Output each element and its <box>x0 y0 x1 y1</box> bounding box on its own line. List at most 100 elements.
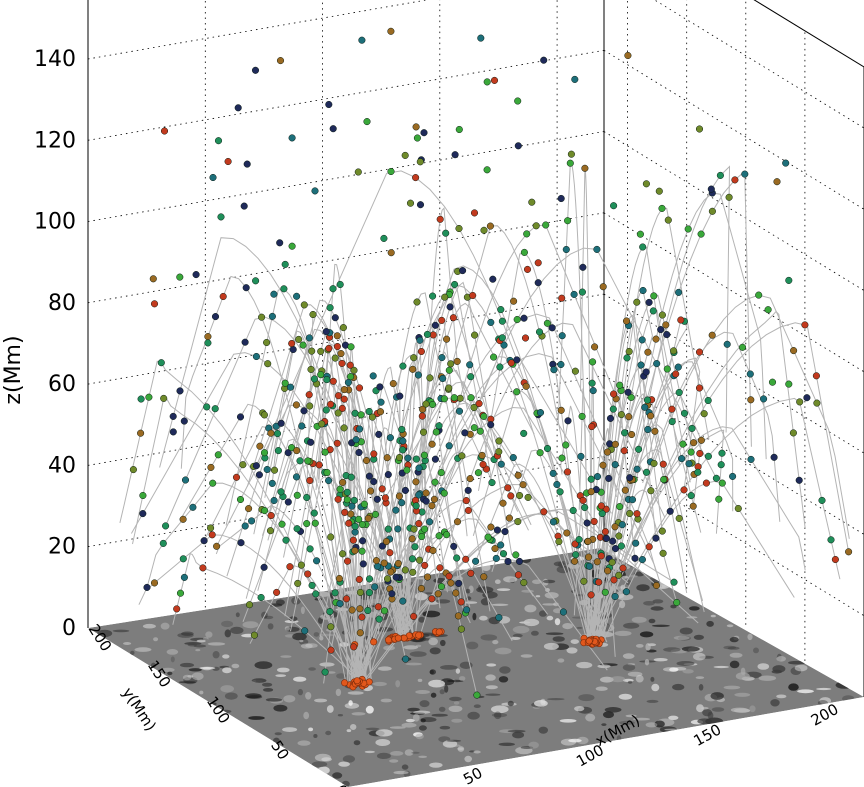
data-point <box>675 388 683 397</box>
data-point <box>649 307 657 315</box>
magnetogram-patch <box>545 632 564 635</box>
magnetogram-patch <box>630 564 645 568</box>
magnetogram-patch <box>459 676 466 681</box>
magnetogram-patch <box>285 626 300 632</box>
data-point <box>443 335 451 343</box>
magnetogram-patch <box>313 734 318 738</box>
box-edge <box>753 0 864 68</box>
data-point <box>429 400 437 409</box>
data-point <box>417 347 425 356</box>
data-point <box>176 589 185 597</box>
magnetogram-patch <box>623 622 640 629</box>
data-point <box>543 444 552 453</box>
magnetogram-patch <box>411 751 420 754</box>
data-point <box>419 428 428 436</box>
data-point <box>326 304 334 312</box>
data-point <box>652 534 660 542</box>
data-point <box>383 454 391 462</box>
data-point <box>415 491 423 499</box>
magnetogram-patch <box>636 584 650 592</box>
data-point <box>376 408 385 416</box>
data-point <box>628 496 637 504</box>
data-point <box>575 536 583 544</box>
data-point <box>731 176 739 184</box>
magnetogram-patch <box>512 731 525 739</box>
data-point <box>658 204 666 212</box>
magnetogram-patch <box>348 700 353 706</box>
magnetogram-patch <box>313 632 320 637</box>
magnetogram-patch <box>403 770 411 777</box>
data-point <box>694 468 702 476</box>
data-point <box>348 606 356 614</box>
data-point <box>204 333 212 341</box>
data-point <box>396 392 404 400</box>
data-point <box>641 403 649 411</box>
magnetogram-patch <box>265 698 283 702</box>
magnetogram-patch <box>457 746 465 752</box>
magnetogram-patch <box>538 726 548 734</box>
data-point <box>149 275 157 283</box>
data-point <box>377 398 385 406</box>
data-point <box>495 614 503 622</box>
data-point <box>273 588 281 596</box>
data-point <box>663 331 671 339</box>
magnetogram-patch <box>651 683 660 692</box>
magnetogram-patch <box>695 676 705 679</box>
data-point <box>564 417 572 425</box>
data-point <box>611 461 619 469</box>
magnetogram-patch <box>622 653 635 659</box>
data-point <box>534 259 542 267</box>
z-tick-label: 140 <box>34 47 76 72</box>
data-point <box>474 469 482 477</box>
grid-line <box>87 0 429 60</box>
magnetogram-patch <box>639 631 654 638</box>
data-point <box>513 315 521 324</box>
data-point <box>431 455 439 463</box>
data-point <box>673 598 681 607</box>
data-point <box>204 339 212 347</box>
magnetogram-patch <box>389 759 399 763</box>
magnetogram-patch <box>112 629 130 633</box>
magnetogram-patch <box>479 615 488 621</box>
data-point <box>432 428 440 436</box>
magnetogram-patch <box>439 725 451 730</box>
data-point <box>831 555 839 564</box>
data-point <box>589 387 597 395</box>
magnetogram-patch <box>444 685 449 693</box>
magnetogram-patch <box>618 693 633 700</box>
data-point <box>179 515 187 523</box>
data-point <box>334 409 342 417</box>
magnetogram-patch <box>465 588 471 594</box>
magnetogram-patch <box>311 761 328 768</box>
magnetogram-patch <box>663 647 681 652</box>
magnetogram-patch <box>503 576 518 583</box>
magnetogram-patch <box>314 753 331 762</box>
magnetogram-patch <box>729 636 739 643</box>
data-point <box>618 521 626 529</box>
data-point <box>470 209 479 217</box>
y-axis-title: y(Mm) <box>119 684 160 734</box>
magnetogram-patch <box>224 629 231 638</box>
data-point <box>374 603 382 611</box>
magnetogram-patch <box>403 645 419 650</box>
magnetogram-patch <box>150 662 156 669</box>
data-point <box>305 391 313 399</box>
data-point <box>603 448 611 456</box>
magnetogram-patch <box>319 635 324 641</box>
data-point <box>412 478 420 486</box>
field-line <box>588 426 806 644</box>
magnetogram-patch <box>816 687 832 691</box>
data-point <box>453 554 461 562</box>
grid-line <box>87 212 605 304</box>
data-point <box>351 547 359 555</box>
magnetogram-patch <box>401 764 409 770</box>
data-point <box>498 317 506 325</box>
magnetogram-patch <box>543 642 559 650</box>
data-point <box>496 363 504 371</box>
data-point <box>288 134 296 142</box>
data-point <box>339 324 347 332</box>
data-point <box>454 612 462 620</box>
data-point <box>162 522 170 530</box>
data-point <box>245 601 254 609</box>
magnetogram-patch <box>534 700 548 707</box>
